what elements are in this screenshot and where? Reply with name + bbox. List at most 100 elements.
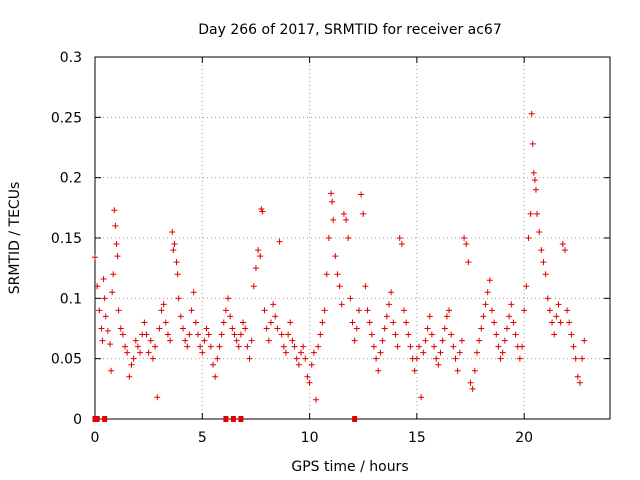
data-point [527,210,534,217]
data-point [122,343,129,350]
data-point [456,349,463,356]
data-point [523,283,530,290]
y-tick-label: 0.15 [51,231,82,247]
data-point [141,319,148,326]
data-point [452,355,459,362]
data-point [491,319,498,326]
data-point [332,253,339,260]
x-tick-label: 20 [515,430,533,446]
data-point [276,238,283,245]
data-point [435,361,442,368]
data-point [170,247,177,254]
data-point [158,307,165,314]
data-point [413,355,420,362]
data-point [469,385,476,392]
data-point [519,343,526,350]
data-point [362,283,369,290]
data-point [173,259,180,266]
data-point [152,343,159,350]
data-point [542,271,549,278]
data-point [272,313,279,320]
zero-value-point [238,416,244,422]
data-point [207,343,214,350]
data-point [242,325,249,332]
data-point [364,307,371,314]
data-point [199,349,206,356]
data-point [169,228,176,235]
data-point [330,216,337,223]
data-point [564,307,571,314]
data-point [291,343,298,350]
data-point [538,247,545,254]
data-point [353,325,360,332]
data-point [119,331,126,338]
data-point [424,325,431,332]
data-point [534,210,541,217]
data-point [345,235,352,241]
data-point [192,319,199,326]
x-tick-label: 10 [301,430,319,446]
data-point [388,289,395,296]
data-point [484,289,491,296]
data-point [536,228,543,235]
data-point [328,190,335,197]
data-point [403,319,410,326]
data-point [308,361,315,368]
data-point [504,325,510,332]
data-point [130,355,137,362]
data-point [358,191,365,198]
data-point [321,307,328,314]
data-point [154,394,161,401]
data-point [214,355,221,362]
data-point [233,337,240,344]
data-point [566,319,573,326]
data-point [532,186,539,193]
data-point [375,367,382,374]
zero-value-point [102,416,108,422]
data-point [368,331,375,338]
data-point [576,379,583,386]
data-point [110,271,117,278]
zero-value-point [223,416,229,422]
data-point [366,319,373,326]
data-point [124,349,131,356]
data-point [112,222,119,229]
data-point [544,295,551,302]
data-point [259,208,266,215]
data-point [437,349,444,356]
data-point [529,140,536,147]
data-point [446,307,453,314]
data-point [156,325,163,332]
data-point [581,337,588,344]
data-point [104,327,111,334]
data-point [246,355,253,362]
data-point [101,295,108,302]
data-point [392,331,399,338]
data-point [525,235,532,241]
data-point [102,313,109,320]
data-point [240,319,247,326]
data-point [255,247,262,254]
data-point [323,271,330,278]
data-point [231,331,238,338]
data-point [171,241,178,248]
data-point [96,307,103,314]
data-point [212,373,219,380]
data-point [244,343,251,350]
data-point [482,301,489,308]
data-point [177,313,184,320]
data-point [237,331,244,338]
data-point [467,379,474,386]
data-point [574,373,581,380]
data-point [310,349,317,356]
data-point [465,259,472,266]
data-point [338,301,345,308]
data-point [557,319,564,326]
data-point [506,313,513,320]
data-point [184,343,191,350]
data-point [510,319,517,326]
chart-title: Day 266 of 2017, SRMTID for receiver ac6… [198,22,502,38]
data-point [476,337,483,344]
data-point [379,337,386,344]
